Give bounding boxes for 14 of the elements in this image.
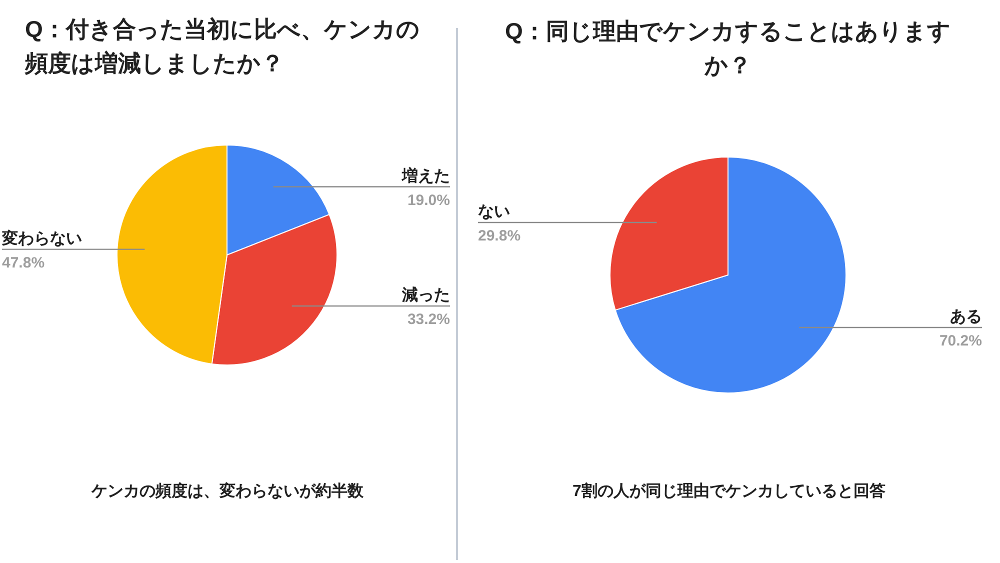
data-label: 47.8% bbox=[2, 254, 45, 272]
chart-title: Q：付き合った当初に比べ、ケンカの頻度は増減しましたか？ bbox=[25, 15, 421, 78]
slice-label: ない bbox=[478, 204, 510, 221]
data-label: 19.0% bbox=[407, 192, 450, 209]
text: ケンカの頻度は、変わらないが約半数 bbox=[90, 481, 364, 502]
slice-label: 減った bbox=[401, 286, 450, 304]
slice-label: 増えた bbox=[401, 166, 450, 185]
data-label: 70.2% bbox=[939, 332, 982, 350]
data-label: 33.2% bbox=[407, 310, 450, 328]
slice-label: ある bbox=[950, 308, 982, 326]
data-label: 29.8% bbox=[478, 228, 521, 245]
chart-title: Q：同じ理由でケンカすることはありますか？ bbox=[504, 17, 952, 80]
slice-label: 変わらない bbox=[1, 228, 82, 248]
text: 7割の人が同じ理由でケンカしていると回答 bbox=[572, 481, 886, 502]
